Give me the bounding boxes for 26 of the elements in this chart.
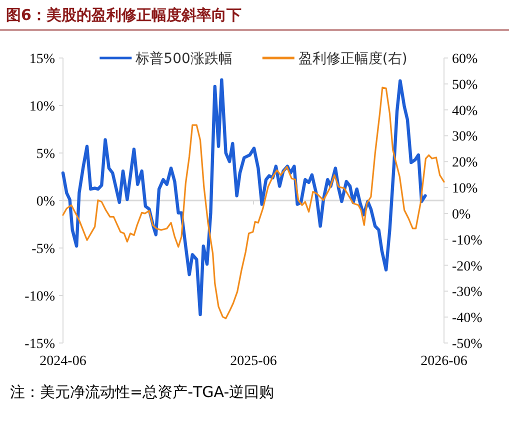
legend-label: 标普500涨跌幅: [134, 50, 232, 67]
y2-tick-label: 60%: [452, 52, 478, 67]
y2-tick-label: 50%: [452, 78, 478, 93]
y2-tick-label: -20%: [452, 259, 483, 274]
y-tick-label: 5%: [36, 147, 56, 162]
chart-title: 图6：美股的盈利修正幅度斜率向下: [6, 6, 242, 24]
y2-tick-label: -10%: [452, 233, 483, 248]
y-tick-label: 0%: [36, 194, 56, 210]
x-tick-label: 2026-06: [420, 354, 468, 369]
y2-tick-label: 40%: [452, 104, 478, 119]
y2-tick-label: 30%: [452, 130, 478, 145]
y-tick-label: 15%: [29, 52, 56, 67]
y2-tick-label: -50%: [452, 337, 483, 352]
y-tick-label: -5%: [32, 242, 56, 257]
y-tick-label: -10%: [24, 290, 56, 304]
y-tick-label: 10%: [29, 100, 56, 114]
y2-tick-label: 0%: [452, 207, 471, 222]
y-tick-label: -15%: [24, 337, 56, 352]
legend-label: 盈利修正幅度(右): [298, 51, 408, 67]
y2-tick-label: 20%: [452, 156, 478, 171]
x-tick-label: 2025-06: [230, 354, 277, 369]
y2-tick-label: 10%: [452, 182, 478, 197]
y2-tick-label: -30%: [452, 285, 483, 300]
y2-tick-label: -40%: [452, 311, 483, 326]
text: 注：美元净流动性=总资产-TGA-逆回购: [10, 383, 274, 401]
x-tick-label: 2024-06: [40, 354, 86, 369]
